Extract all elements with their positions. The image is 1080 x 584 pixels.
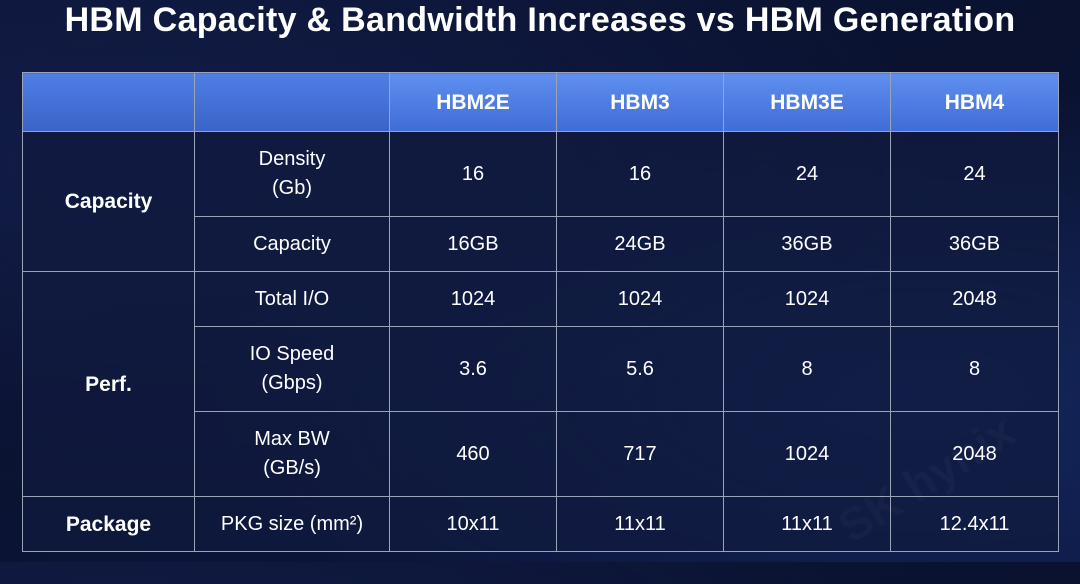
row-label: IO Speed (Gbps) xyxy=(194,326,390,412)
table-cell: 10x11 xyxy=(389,496,557,552)
header-cell-hbm3: HBM3 xyxy=(556,72,724,132)
row-label: Density (Gb) xyxy=(194,131,390,217)
table-cell: 1024 xyxy=(723,271,891,327)
table-cell: 1024 xyxy=(389,271,557,327)
row-label-text: Max BW (GB/s) xyxy=(254,428,330,479)
table-cell: 5.6 xyxy=(556,326,724,412)
row-label-text: Density (Gb) xyxy=(258,148,326,199)
table-row: Max BW (GB/s) 460 717 1024 2048 xyxy=(23,411,1059,497)
row-label: Max BW (GB/s) xyxy=(194,411,390,497)
row-label-text: PKG size (mm²) xyxy=(220,512,364,535)
table-cell: 36GB xyxy=(723,216,891,272)
table-cell: 460 xyxy=(389,411,557,497)
table-cell: 11x11 xyxy=(723,496,891,552)
table-cell: 8 xyxy=(890,326,1059,412)
row-label-text: Capacity xyxy=(253,232,331,255)
hbm-comparison-table: HBM2E HBM3 HBM3E HBM4 Capacity Density (… xyxy=(22,72,1059,552)
group-label-perf: Perf. xyxy=(22,271,195,497)
page-title: HBM Capacity & Bandwidth Increases vs HB… xyxy=(64,1,1016,39)
table-cell: 12.4x11 xyxy=(890,496,1059,552)
table-row: Package PKG size (mm²) 10x11 11x11 11x11… xyxy=(22,496,1059,552)
table-cell: 717 xyxy=(556,411,724,497)
header-cell-empty xyxy=(194,72,390,132)
table-row: Capacity 16GB 24GB 36GB 36GB xyxy=(23,216,1059,272)
table-cell: 3.6 xyxy=(389,326,557,412)
header-cell-hbm2e: HBM2E xyxy=(389,72,557,132)
table-header-row: HBM2E HBM3 HBM3E HBM4 xyxy=(22,72,1059,132)
table-cell: 11x11 xyxy=(556,496,724,552)
row-label: Capacity xyxy=(194,216,390,272)
table-cell: 2048 xyxy=(890,271,1059,327)
table-cell: 16GB xyxy=(389,216,557,272)
table-row: Capacity Density (Gb) 16 16 24 24 xyxy=(22,131,1059,272)
table-cell: 24 xyxy=(890,131,1059,217)
table-cell: 1024 xyxy=(723,411,891,497)
table-cell: 2048 xyxy=(890,411,1059,497)
table-cell: 1024 xyxy=(556,271,724,327)
row-label: PKG size (mm²) xyxy=(194,496,390,552)
table-row: Perf. Total I/O 1024 1024 1024 2048 xyxy=(22,271,1059,497)
group-label-capacity: Capacity xyxy=(22,131,195,272)
table-cell: 8 xyxy=(723,326,891,412)
group-label-package: Package xyxy=(22,496,195,552)
table-cell: 16 xyxy=(389,131,557,217)
table-cell: 24 xyxy=(723,131,891,217)
table-row: IO Speed (Gbps) 3.6 5.6 8 8 xyxy=(23,326,1059,412)
header-cell-empty xyxy=(22,72,195,132)
header-cell-hbm3e: HBM3E xyxy=(723,72,891,132)
row-label-text: IO Speed (Gbps) xyxy=(249,343,335,394)
table-cell: 16 xyxy=(556,131,724,217)
table-cell: 36GB xyxy=(890,216,1059,272)
row-label-text: Total I/O xyxy=(254,287,330,310)
header-cell-hbm4: HBM4 xyxy=(890,72,1059,132)
table-cell: 24GB xyxy=(556,216,724,272)
row-label: Total I/O xyxy=(194,271,390,327)
